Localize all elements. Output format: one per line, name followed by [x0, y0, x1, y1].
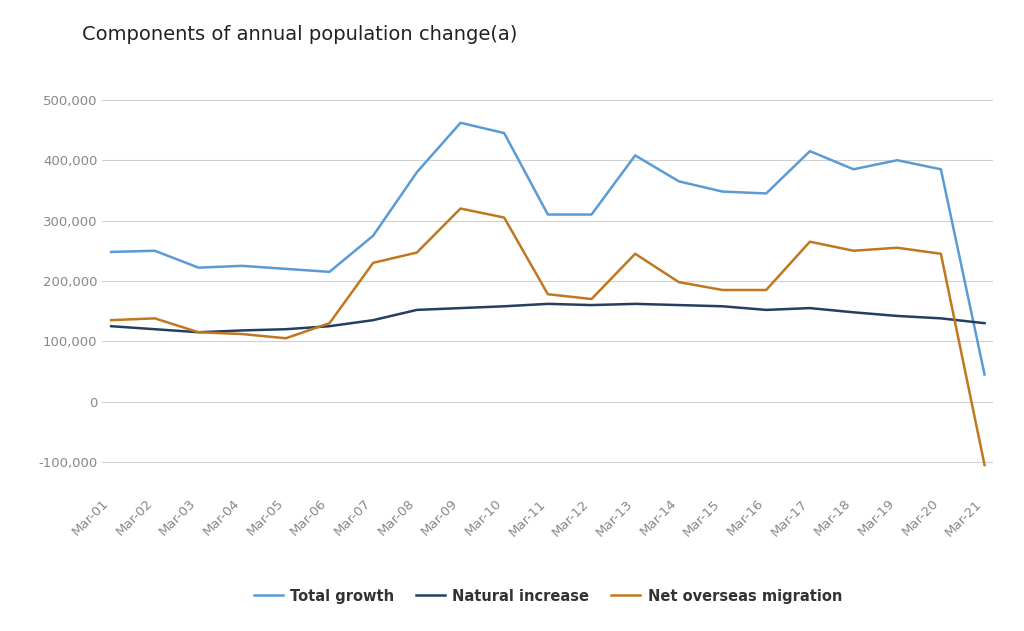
Net overseas migration	[717, 286, 729, 294]
Net overseas migration	[891, 244, 903, 252]
Natural increase	[804, 304, 816, 312]
Net overseas migration	[629, 250, 641, 257]
Total growth	[673, 177, 685, 185]
Net overseas migration	[586, 295, 598, 303]
Natural increase	[236, 327, 248, 334]
Net overseas migration	[193, 329, 205, 336]
Text: Components of annual population change(a): Components of annual population change(a…	[82, 25, 517, 44]
Natural increase	[891, 312, 903, 320]
Net overseas migration	[673, 278, 685, 286]
Total growth	[804, 148, 816, 155]
Total growth	[367, 232, 379, 239]
Natural increase	[760, 306, 772, 314]
Legend: Total growth, Natural increase, Net overseas migration: Total growth, Natural increase, Net over…	[248, 583, 848, 610]
Net overseas migration	[236, 330, 248, 338]
Total growth	[193, 264, 205, 271]
Net overseas migration	[978, 461, 990, 469]
Net overseas migration	[324, 319, 336, 327]
Natural increase	[978, 319, 990, 327]
Total growth	[848, 165, 860, 173]
Total growth	[760, 190, 772, 198]
Total growth	[236, 262, 248, 269]
Natural increase	[542, 300, 554, 308]
Natural increase	[673, 301, 685, 309]
Natural increase	[148, 326, 161, 333]
Net overseas migration	[148, 315, 161, 322]
Total growth	[978, 370, 990, 378]
Total growth	[324, 268, 336, 276]
Natural increase	[324, 322, 336, 330]
Net overseas migration	[542, 290, 554, 298]
Total growth	[717, 188, 729, 196]
Natural increase	[455, 304, 467, 312]
Natural increase	[105, 322, 118, 330]
Line: Net overseas migration: Net overseas migration	[112, 208, 984, 465]
Natural increase	[935, 315, 947, 322]
Net overseas migration	[804, 238, 816, 245]
Net overseas migration	[498, 214, 510, 221]
Net overseas migration	[367, 259, 379, 267]
Total growth	[148, 247, 161, 254]
Net overseas migration	[280, 334, 292, 342]
Net overseas migration	[455, 204, 467, 212]
Total growth	[891, 156, 903, 164]
Total growth	[280, 265, 292, 273]
Net overseas migration	[105, 316, 118, 324]
Total growth	[542, 211, 554, 218]
Natural increase	[367, 316, 379, 324]
Natural increase	[280, 326, 292, 333]
Line: Total growth: Total growth	[112, 123, 984, 374]
Total growth	[498, 129, 510, 137]
Net overseas migration	[760, 286, 772, 294]
Natural increase	[848, 309, 860, 316]
Natural increase	[586, 301, 598, 309]
Net overseas migration	[935, 250, 947, 257]
Total growth	[935, 165, 947, 173]
Total growth	[586, 211, 598, 218]
Total growth	[105, 248, 118, 256]
Total growth	[629, 151, 641, 159]
Natural increase	[498, 302, 510, 310]
Natural increase	[411, 306, 423, 314]
Net overseas migration	[411, 249, 423, 256]
Total growth	[455, 119, 467, 127]
Total growth	[411, 168, 423, 176]
Line: Natural increase: Natural increase	[112, 304, 984, 333]
Natural increase	[629, 300, 641, 308]
Natural increase	[717, 302, 729, 310]
Net overseas migration	[848, 247, 860, 254]
Natural increase	[193, 329, 205, 336]
